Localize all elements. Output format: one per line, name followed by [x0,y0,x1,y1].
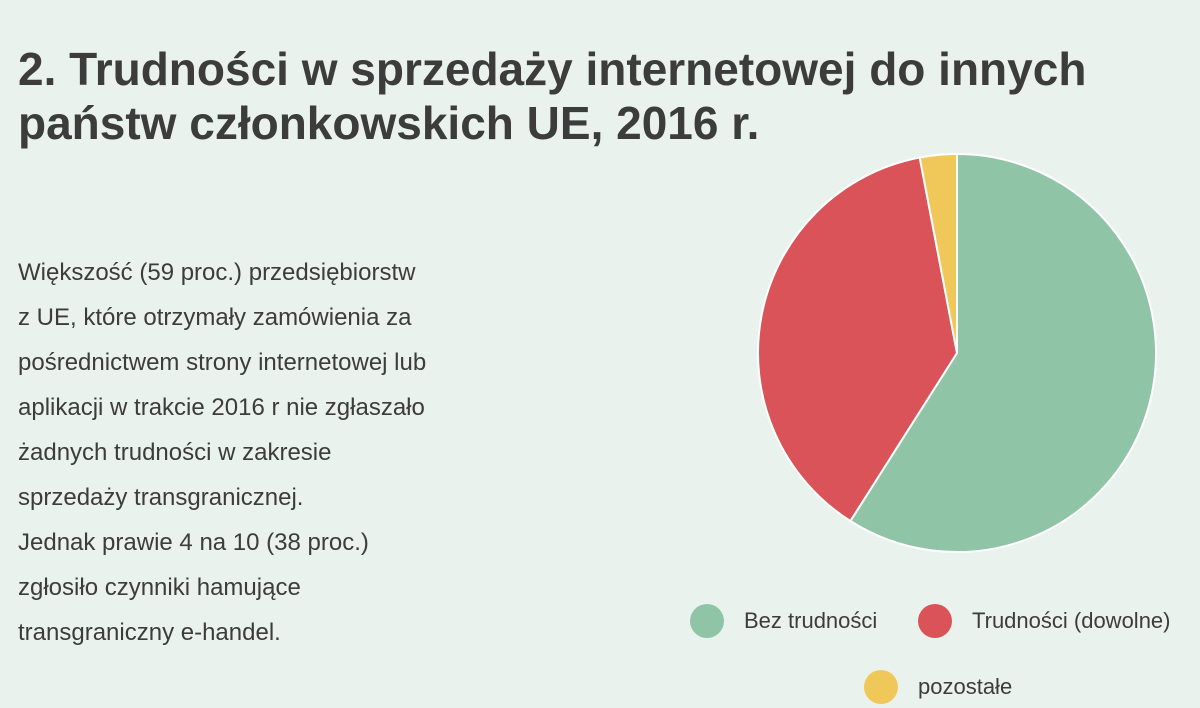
legend-item-trudnosci: Trudności (dowolne) [918,604,1171,638]
legend-item-pozostale: pozostałe [864,670,1012,704]
pie-slice-0 [848,152,1157,553]
description-line: Jednak prawie 4 na 10 (38 proc.) [18,529,369,556]
legend-item-bez-trudnosci: Bez trudności [690,604,877,638]
legend-swatch [864,670,898,704]
description-text: Większość (59 proc.) przedsiębiorstw z U… [18,250,558,655]
description-line: sprzedaży transgranicznej. [18,484,304,511]
legend-label: Trudności (dowolne) [972,608,1171,633]
chart-title: 2. Trudności w sprzedaży internetowej do… [18,42,1188,150]
description-line: żadnych trudności w zakresie [18,439,332,466]
legend-swatch [918,604,952,638]
legend-swatch [690,604,724,638]
pie-slices [757,152,1157,553]
legend-label: pozostałe [918,674,1013,699]
description-line: z UE, które otrzymały zamówienia za [18,304,412,331]
description-line: aplikacji w trakcie 2016 r nie zgłaszało [18,394,425,421]
description-line: Większość (59 proc.) przedsiębiorstw [18,259,416,286]
pie-slice-1 [757,156,959,523]
description-line: pośrednictwem strony internetowej lub [18,349,427,376]
description-line: zgłosiło czynniki hamujące [18,574,301,601]
title-line-2: państw członkowskich UE, 2016 r. [18,97,760,149]
chart-legend: Bez trudności Trudności (dowolne) pozost… [690,598,1200,708]
pie-slice-2 [918,152,958,354]
description-line: transgraniczny e-handel. [18,619,281,646]
legend-label: Bez trudności [744,608,878,633]
title-line-1: 2. Trudności w sprzedaży internetowej do… [18,43,1087,95]
